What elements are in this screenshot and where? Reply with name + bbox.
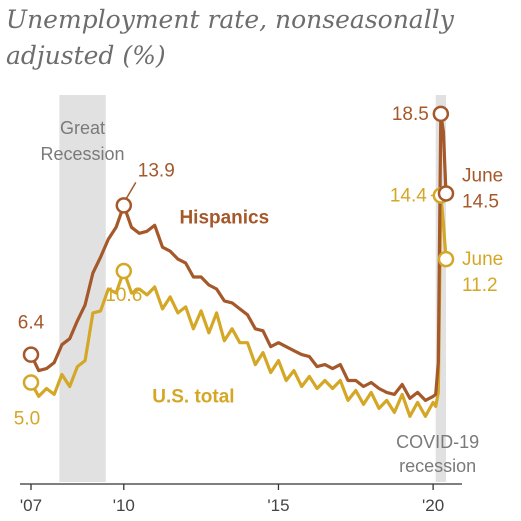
data-point-marker (22, 374, 40, 391)
data-label: 6.4 (18, 313, 45, 334)
data-label: 13.9 (138, 160, 175, 181)
series-lines (29, 112, 448, 418)
chart-title: Unemployment rate, nonseasonally adjuste… (6, 2, 506, 74)
series-label: Hispanics (179, 207, 269, 228)
recession-label: Recession (41, 144, 125, 164)
data-point-marker (437, 185, 455, 202)
annotation-leader (125, 182, 137, 200)
x-tick-label: '10 (113, 496, 135, 515)
data-label: 18.5 (392, 104, 429, 125)
data-point-marker (437, 250, 455, 268)
data-annotations: Great Recession COVID-19 recession 6.4 5.0 13.… (14, 104, 503, 476)
x-tick-label: '07 (20, 496, 42, 515)
data-label: June (462, 249, 503, 270)
recession-label: Great (60, 118, 105, 138)
recession-label: COVID-19 (396, 432, 479, 452)
series-label: U.S. total (152, 386, 234, 407)
data-point-marker (115, 262, 133, 280)
data-label: 14.4 (390, 185, 427, 206)
series-line (29, 193, 448, 418)
data-point-marker (432, 105, 450, 123)
data-label: June (462, 165, 503, 186)
data-point-marker (22, 346, 40, 363)
data-label: 11.2 (462, 275, 498, 296)
data-label: 5.0 (14, 409, 40, 430)
data-label: 10.6 (105, 285, 142, 306)
x-tick-label: '15 (267, 496, 289, 515)
series-line (29, 112, 448, 402)
x-axis: '07 '10 '15 '20 (20, 483, 462, 515)
x-tick-label: '20 (422, 496, 444, 515)
chart-title-line-2: adjusted (%) (6, 41, 166, 70)
recession-band (59, 95, 106, 482)
data-label: 14.5 (462, 191, 499, 212)
chart-title-line-1: Unemployment rate, nonseasonally (6, 5, 454, 34)
recession-label: recession (399, 456, 476, 476)
data-point-marker (115, 197, 133, 214)
